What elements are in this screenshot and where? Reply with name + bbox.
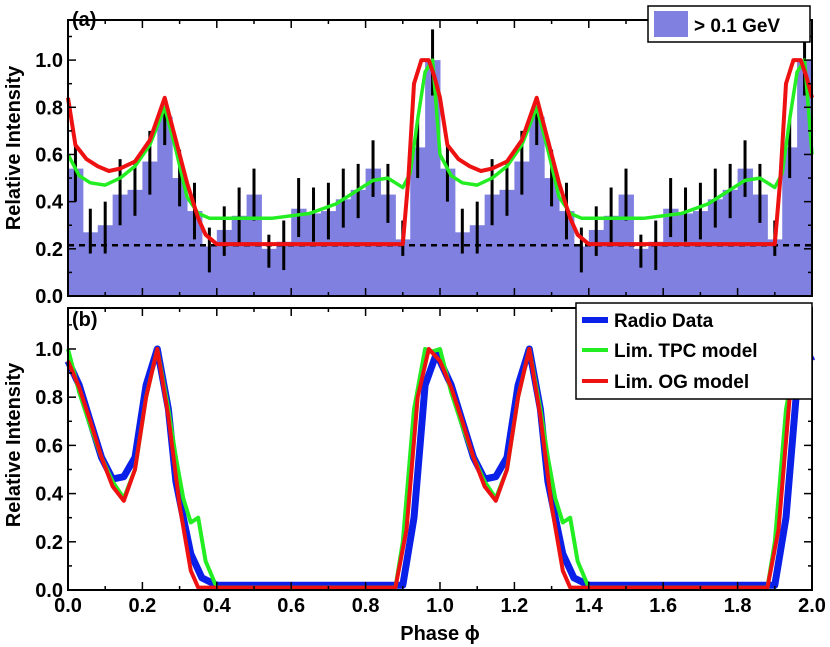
- histogram-bar: [767, 239, 783, 296]
- profile-curve: [66, 347, 814, 590]
- x-tick-label: 1.8: [724, 595, 752, 617]
- histogram-bar: [663, 208, 679, 296]
- x-tick-label: 2.0: [798, 595, 826, 617]
- model-curve: [66, 58, 814, 220]
- x-tick-label: 1.2: [500, 595, 528, 617]
- histogram-bar: [544, 178, 560, 296]
- error-bars: [73, 29, 807, 273]
- histogram-bar: [454, 232, 471, 296]
- histogram-bar: [291, 208, 307, 296]
- histogram-bar: [142, 161, 158, 296]
- x-tick-label: 0.2: [128, 595, 156, 617]
- x-tick-label: 0.4: [203, 595, 232, 617]
- x-tick-label: 0.0: [54, 595, 82, 617]
- y-tick-label: 0.6: [35, 435, 63, 457]
- legend-a: > 0.1 GeV: [647, 5, 811, 43]
- histogram-bar: [395, 239, 411, 296]
- legend-label-tpc: Lim. TPC model: [614, 341, 758, 362]
- legend-label-og: Lim. OG model: [614, 372, 749, 393]
- histogram-bar: [127, 189, 143, 296]
- panel-a: 0.0 0.2 0.4 0.6 0.8 1.0 (a) > 0.1 GeV Relativ…: [3, 5, 814, 308]
- histogram-bar: [68, 168, 84, 296]
- histogram-bar: [469, 225, 486, 296]
- histogram-bar: [97, 225, 114, 296]
- histogram-bar: [782, 147, 798, 296]
- y-tick-label: 1.0: [35, 339, 63, 361]
- histogram-bar: [231, 215, 248, 296]
- histogram-bar: [692, 211, 709, 296]
- histogram-bar: [529, 116, 545, 296]
- histogram-bar: [440, 168, 456, 296]
- legend-b: Radio Data Lim. TPC model Lim. OG model: [575, 302, 813, 400]
- histogram-bar: [514, 161, 530, 296]
- x-tick-label: 1.0: [426, 595, 454, 617]
- model-curves: [66, 58, 814, 247]
- histogram-bar: [187, 211, 203, 296]
- histogram-bar: [261, 248, 277, 296]
- histogram-bar: [603, 215, 620, 296]
- histogram-bar: [633, 248, 649, 296]
- x-tick-label: 0.6: [277, 595, 305, 617]
- histogram-bar: [365, 168, 381, 296]
- y-axis-label-b: Relative Intensity: [3, 362, 25, 527]
- panel-label-a: (a): [72, 9, 96, 31]
- histogram-bar: [157, 116, 173, 296]
- panel-label-b: (b): [72, 309, 98, 331]
- histogram-bar: [559, 211, 575, 296]
- x-axis-label: Phase ϕ: [400, 623, 479, 645]
- histogram-bar: [306, 213, 322, 296]
- legend-label-histogram: > 0.1 GeV: [694, 16, 780, 37]
- y-tick-label: 0.4: [35, 192, 64, 214]
- x-tick-label: 1.4: [575, 595, 604, 617]
- histogram-bar: [335, 199, 352, 296]
- histogram-bar: [737, 168, 753, 296]
- histogram-bar: [678, 213, 694, 296]
- y-tick-label: 0.8: [35, 97, 63, 119]
- histogram-bar: [216, 229, 233, 296]
- y-tick-label: 0.2: [35, 239, 63, 261]
- panel-a-ticks: 0.0 0.2 0.4 0.6 0.8 1.0: [35, 20, 813, 308]
- panel-b: 0.0 0.2 0.4 0.6 0.8 1.0 0.0 0.2 0.4 0.6 0.8 1.0 1.2 1…: [3, 302, 826, 645]
- histogram-bar: [172, 178, 188, 296]
- histogram-bar: [499, 189, 515, 296]
- histogram-bar: [112, 194, 129, 296]
- histogram-bar: [410, 147, 426, 296]
- histogram-bar: [707, 199, 724, 296]
- x-tick-label: 0.8: [352, 595, 380, 617]
- y-axis-label-a: Relative Intensity: [3, 65, 25, 230]
- y-tick-label: 0.0: [35, 580, 63, 602]
- histogram-bar: [82, 232, 99, 296]
- model-curve: [66, 58, 814, 247]
- histogram-bar: [320, 211, 337, 296]
- x-tick-label: 1.6: [649, 595, 677, 617]
- y-tick-label: 0.8: [35, 387, 63, 409]
- histogram-bar: [484, 194, 501, 296]
- legend-swatch-histogram: [654, 11, 688, 37]
- y-tick-label: 0.0: [35, 286, 63, 308]
- y-tick-label: 0.4: [35, 484, 64, 506]
- profile-curves: [64, 345, 816, 590]
- legend-label-radio: Radio Data: [614, 311, 714, 332]
- y-tick-label: 0.6: [35, 144, 63, 166]
- y-tick-label: 0.2: [35, 532, 63, 554]
- y-tick-label: 1.0: [35, 50, 63, 72]
- legend-b-box: [575, 302, 813, 400]
